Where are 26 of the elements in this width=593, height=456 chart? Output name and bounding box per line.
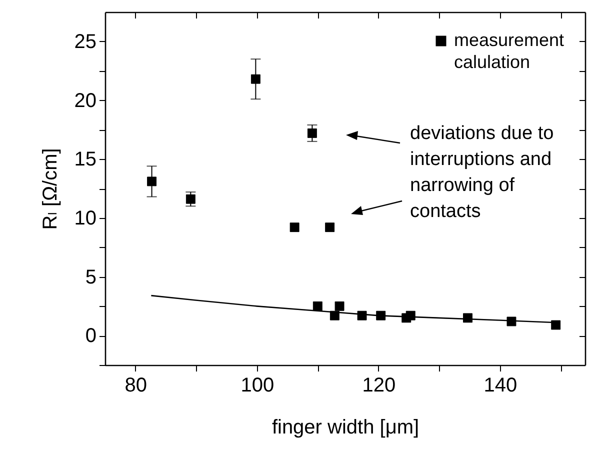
point [290, 222, 300, 232]
y-axis-title: Rₗ [Ω/cm] [39, 148, 62, 230]
y-tick-label: 10 [74, 207, 96, 230]
x-tick-label: 80 [124, 374, 148, 396]
point [307, 128, 317, 138]
point [325, 222, 335, 232]
legend-label: measurement [454, 30, 564, 50]
x-axis-title: finger width [μm] [272, 416, 420, 438]
y-tick-label: 5 [85, 266, 96, 288]
point [250, 74, 260, 84]
point [147, 176, 157, 186]
point [357, 310, 367, 320]
y-tick-label: 20 [74, 90, 96, 112]
y-tick-label: 0 [85, 325, 96, 348]
legend-label: calulation [454, 52, 530, 72]
point [334, 301, 344, 311]
point [506, 316, 516, 326]
point [551, 320, 561, 330]
point [312, 301, 322, 311]
x-tick-label: 140 [484, 374, 518, 396]
annotation: deviations due to interruptions and narrowing of contacts [410, 123, 554, 222]
y-tick-label: 25 [74, 30, 96, 53]
y-tick-label: 15 [74, 148, 96, 171]
x-tick-label: 100 [240, 374, 274, 396]
point [186, 194, 196, 204]
x-tick-label: 120 [362, 374, 396, 396]
